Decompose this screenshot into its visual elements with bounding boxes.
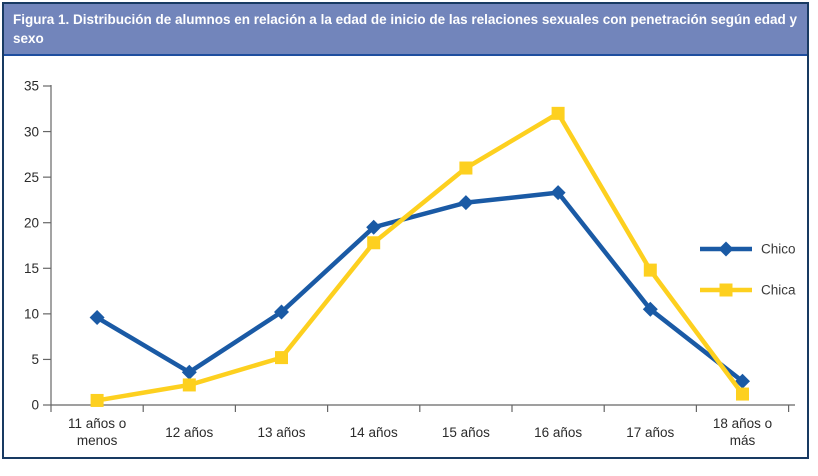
x-tick-label: más [730, 433, 756, 448]
legend-label-chico: Chico [761, 242, 796, 257]
figure-title-banner: Figura 1. Distribución de alumnos en rel… [4, 4, 807, 56]
marker-chica-0 [90, 393, 104, 407]
x-tick-label: 17 años [626, 425, 674, 440]
x-tick-label: 18 años o [713, 416, 772, 431]
y-tick-label: 30 [24, 124, 39, 139]
marker-chica-6 [643, 263, 657, 277]
y-tick-label: 10 [24, 307, 39, 322]
marker-chico-2 [274, 304, 289, 320]
y-tick-label: 0 [31, 398, 39, 413]
y-tick-label: 35 [24, 79, 39, 94]
x-tick-label: 14 años [350, 425, 398, 440]
legend-marker-chica [719, 283, 733, 297]
marker-chico-4 [458, 195, 474, 211]
line-chart: 0 5 10 15 20 25 30 35 11 años o menos 12 años 13 añ… [24, 79, 796, 448]
marker-chico-7 [735, 373, 750, 389]
x-tick-label: 16 años [534, 425, 582, 440]
marker-chico-6 [642, 301, 658, 317]
y-tick-label: 25 [24, 170, 39, 185]
series-line-chico [94, 190, 745, 384]
marker-chica-7 [736, 387, 749, 401]
marker-chico-1 [181, 364, 197, 380]
figure-number-label: Figura 1. [13, 12, 74, 27]
y-tick-label: 20 [24, 215, 39, 230]
marker-chico-5 [550, 185, 566, 201]
marker-chico-3 [366, 219, 382, 235]
marker-chica-5 [551, 106, 565, 120]
legend-label-chica: Chica [761, 283, 796, 298]
x-tick-label: 15 años [442, 425, 490, 440]
marker-chica-3 [367, 236, 381, 250]
marker-chica-1 [182, 378, 196, 392]
figure-title-text: Distribución de alumnos en relación a la… [13, 12, 797, 46]
figure-container: Figura 1. Distribución de alumnos en rel… [2, 2, 809, 459]
legend-marker-chico [718, 241, 734, 257]
marker-chica-4 [459, 161, 473, 175]
x-tick-label: 13 años [257, 425, 305, 440]
y-tick-label: 15 [24, 261, 39, 276]
y-tick-label: 5 [31, 352, 39, 367]
series-line-chica [94, 111, 745, 403]
x-tick-label: 11 años o [68, 416, 126, 431]
chart-area: 0 5 10 15 20 25 30 35 11 años o menos 12 años 13 añ… [4, 56, 807, 457]
x-tick-label: 12 años [165, 425, 213, 440]
x-tick-label: menos [77, 433, 118, 448]
marker-chico-0 [89, 310, 105, 326]
marker-chica-2 [275, 351, 288, 365]
